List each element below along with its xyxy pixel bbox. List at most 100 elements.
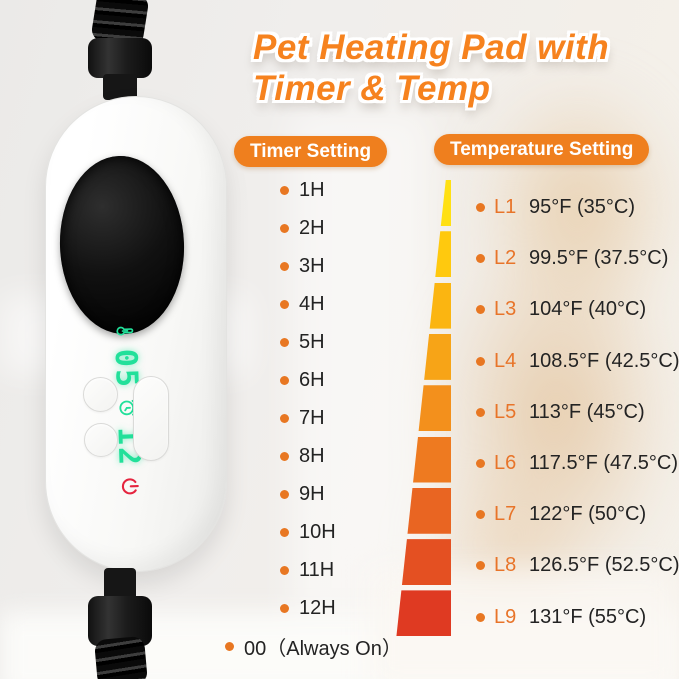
title-line-2: Timer & Temp [253, 69, 491, 108]
timer-option-label: 4H [299, 292, 325, 315]
timer-option-item: 9H [280, 475, 402, 513]
device-button-pill [133, 376, 169, 461]
temperature-level-label: L4 [494, 349, 517, 372]
heat-gradient-segment [401, 539, 451, 586]
timer-option-item: 6H [280, 361, 402, 399]
timer-option-label: 12H [299, 596, 336, 619]
temperature-level-value: 117.5°F (47.5°C) [529, 452, 679, 475]
thermometer-icon [114, 319, 137, 344]
bullet-icon [476, 407, 485, 417]
timer-option-label: 6H [299, 368, 325, 391]
timer-option-label: 00（Always On） [244, 637, 402, 660]
timer-option-label: 2H [299, 216, 325, 239]
heat-gradient-segment [440, 180, 451, 226]
bullet-icon [476, 356, 485, 366]
bullet-icon [280, 413, 289, 423]
temperature-level-value: 122°F (50°C) [529, 503, 647, 526]
timer-option-label: 5H [299, 330, 325, 353]
temperature-level-value: 99.5°F (37.5°C) [529, 247, 669, 270]
bullet-icon [476, 203, 485, 213]
device-button-round-top [83, 377, 118, 412]
temperature-setting-header: Temperature Setting [434, 134, 650, 165]
timer-option-item: 4H [280, 285, 402, 323]
heat-gradient-segment [396, 590, 451, 637]
bullet-icon [476, 612, 485, 622]
heat-gradient-bar [394, 178, 451, 640]
temperature-level-label: L8 [494, 554, 517, 577]
timer-option-item: 8H [280, 437, 402, 475]
device-button-round-bottom [84, 423, 118, 457]
timer-option-item: 10H [280, 513, 402, 551]
controller-body [45, 96, 227, 572]
bullet-icon [280, 489, 289, 499]
temperature-level-value: 113°F (45°C) [529, 400, 645, 423]
timer-option-label: 9H [299, 482, 325, 505]
bullet-icon [225, 641, 234, 651]
timer-option-label: 11H [299, 558, 335, 581]
heat-gradient-segment [413, 436, 451, 483]
heat-gradient-segment [435, 231, 451, 278]
temperature-level-value: 104°F (40°C) [529, 298, 647, 321]
bullet-icon [476, 459, 485, 469]
bullet-icon [476, 305, 485, 315]
temperature-level-item: L8 126.5°F (52.5°C) [476, 540, 679, 591]
temperature-level-value: 131°F (55°C) [529, 605, 647, 628]
timer-setting-header-label: Timer Setting [250, 140, 372, 162]
timer-option-label: 10H [299, 520, 336, 543]
bullet-icon [280, 223, 289, 233]
timer-option-label: 8H [299, 444, 325, 467]
bullet-icon [280, 299, 289, 309]
bullet-icon [280, 565, 289, 575]
bullet-icon [476, 510, 485, 520]
timer-option-item: 5H [280, 323, 402, 361]
temperature-level-item: L7 122°F (50°C) [476, 489, 679, 540]
temperature-level-value: 95°F (35°C) [529, 196, 636, 219]
temperature-level-item: L4 108.5°F (42.5°C) [476, 336, 679, 387]
bullet-icon [476, 254, 485, 264]
temperature-level-item: L6 117.5°F (47.5°C) [476, 438, 679, 489]
bullet-icon [280, 527, 289, 537]
bullet-icon [280, 451, 289, 461]
temperature-level-label: L5 [494, 400, 517, 423]
heat-gradient-segment [424, 333, 451, 380]
heat-gradient-segment [407, 487, 451, 534]
temperature-level-label: L2 [494, 247, 517, 270]
power-cable-bottom [94, 635, 148, 679]
bullet-icon [280, 337, 289, 347]
timer-option-item: 1H [280, 171, 402, 209]
temperature-level-label: L3 [494, 298, 517, 321]
temperature-level-value: 126.5°F (52.5°C) [529, 554, 679, 577]
cable-neck-top [103, 74, 137, 100]
bullet-icon [280, 375, 289, 385]
page-title: Pet Heating Pad with Timer & Temp [253, 27, 609, 109]
timer-option-item: 2H [280, 209, 402, 247]
timer-setting-header: Timer Setting [234, 136, 388, 167]
timer-options-list: 1H 2H 3H 4H 5H 6H 7H 8H 9H 10H 11H [225, 171, 402, 665]
cable-connector-top [88, 38, 152, 78]
heat-gradient-segment [418, 385, 451, 432]
temperature-level-item: L1 95°F (35°C) [476, 182, 679, 233]
bullet-icon [476, 561, 485, 571]
temperature-level-label: L6 [494, 452, 517, 475]
timer-option-item: 11H [280, 551, 402, 589]
power-icon [118, 472, 143, 499]
temperature-level-label: L1 [494, 196, 517, 219]
bullet-icon [280, 261, 289, 271]
cable-neck-bottom [104, 568, 136, 600]
temperature-level-item: L3 104°F (40°C) [476, 284, 679, 335]
temperature-level-item: L9 131°F (55°C) [476, 592, 679, 643]
timer-option-item: 00（Always On） [225, 627, 402, 665]
temperature-level-item: L2 99.5°F (37.5°C) [476, 233, 679, 284]
temperature-level-value: 108.5°F (42.5°C) [529, 349, 679, 372]
heat-gradient-segment [429, 282, 451, 329]
bullet-icon [280, 185, 289, 195]
timer-option-item: 7H [280, 399, 402, 437]
timer-option-label: 1H [299, 178, 325, 201]
temperature-levels-list: L1 95°F (35°C) L2 99.5°F (37.5°C) L3 104… [476, 182, 679, 643]
temperature-level-item: L5 113°F (45°C) [476, 387, 679, 438]
timer-option-item: 3H [280, 247, 402, 285]
timer-option-label: 3H [299, 254, 325, 277]
temperature-level-label: L9 [494, 605, 517, 628]
timer-option-item: 12H [280, 589, 402, 627]
